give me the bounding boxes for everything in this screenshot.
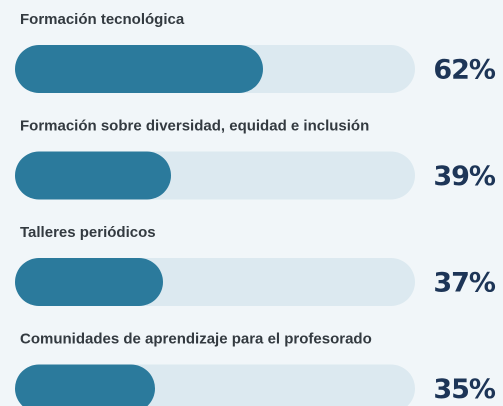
category-label: Talleres periódicos xyxy=(20,224,156,241)
category-label: Comunidades de aprendizaje para el profe… xyxy=(20,330,372,347)
value-label: 39% xyxy=(433,161,496,192)
value-label: 37% xyxy=(433,268,496,299)
value-label: 35% xyxy=(433,374,496,405)
category-label: Formación sobre diversidad, equidad e in… xyxy=(20,117,369,134)
bar xyxy=(15,151,171,200)
bar xyxy=(15,45,263,93)
bar xyxy=(15,258,163,306)
category-label: Formación tecnológica xyxy=(20,11,185,28)
value-label: 62% xyxy=(433,55,496,86)
bar xyxy=(15,364,155,406)
